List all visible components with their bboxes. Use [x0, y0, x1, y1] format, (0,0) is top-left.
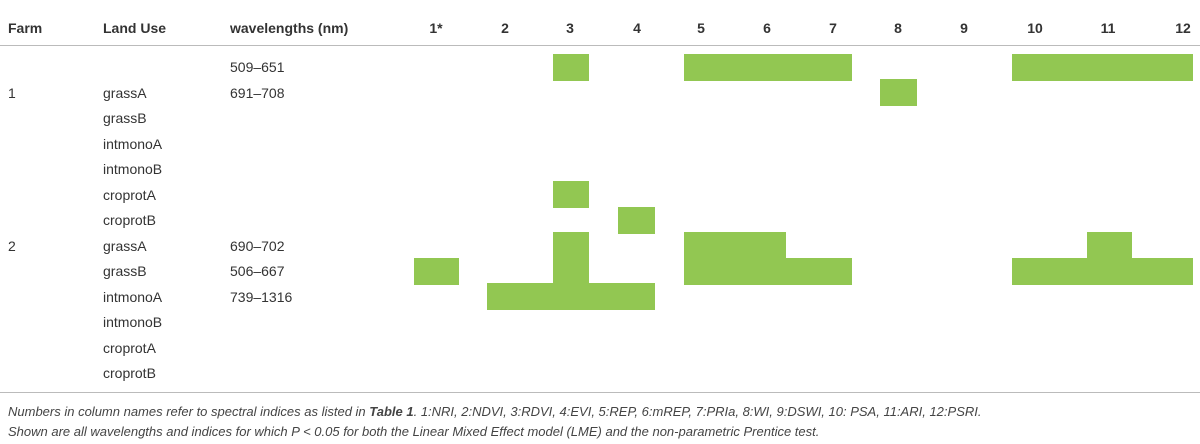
land-use-cell: croprotA: [103, 339, 156, 356]
significance-cell: [1132, 257, 1193, 285]
significance-cell: [786, 53, 852, 81]
wavelengths-cell: 691–708: [230, 84, 285, 101]
bottom-rule: [0, 392, 1200, 393]
land-use-cell: croprotB: [103, 212, 156, 228]
significance-cell: [618, 283, 655, 310]
index-header: 1*: [429, 20, 443, 36]
index-header: 6: [763, 20, 771, 36]
significance-cell: [1087, 232, 1132, 259]
significance-cell: [740, 53, 786, 81]
index-header: 10: [1027, 20, 1043, 36]
header-rule: [0, 45, 1200, 46]
column-header: Farm: [8, 20, 43, 36]
caption-text: . 1:NRI, 2:NDVI, 3:RDVI, 4:EVI, 5:REP, 6…: [413, 404, 982, 419]
index-header: 8: [894, 20, 902, 36]
significance-cell: [553, 232, 589, 259]
significance-cell: [414, 257, 459, 285]
column-header: Land Use: [103, 20, 167, 36]
farm-cell: 2: [8, 237, 16, 254]
significance-cell: [553, 257, 589, 285]
significance-cell: [1087, 53, 1132, 81]
land-use-cell: croprotB: [103, 365, 156, 381]
index-header: 12: [1175, 20, 1191, 36]
index-header: 3: [566, 20, 574, 36]
significance-cell: [618, 206, 655, 234]
index-header: 2: [501, 20, 509, 36]
significance-cell: [553, 181, 589, 208]
farm-cell: 1: [8, 84, 16, 101]
significance-cell: [553, 53, 589, 81]
index-header: 9: [960, 20, 968, 36]
significance-cell: [1012, 53, 1087, 81]
significance-cell: [880, 79, 917, 106]
land-use-cell: grassB: [103, 110, 147, 126]
land-use-cell: grassB: [103, 263, 147, 279]
significance-cell: [553, 283, 618, 310]
land-use-cell: intmonoB: [103, 314, 163, 330]
wavelengths-cell: 690–702: [230, 237, 285, 254]
significance-cell: [1012, 257, 1087, 285]
significance-cell: [1132, 53, 1193, 81]
significance-cell: [487, 283, 553, 310]
land-use-cell: croprotA: [103, 186, 156, 203]
index-header: 4: [633, 20, 641, 36]
significance-cell: [740, 232, 786, 259]
column-header: wavelengths (nm): [230, 20, 349, 36]
land-use-cell: intmonoA: [103, 288, 163, 305]
significance-cell: [684, 53, 740, 81]
significance-cell: [740, 257, 786, 285]
index-header: 7: [829, 20, 837, 36]
index-header: 5: [697, 20, 705, 36]
caption-text: Numbers in column names refer to spectra…: [8, 404, 370, 419]
significance-cell: [684, 232, 740, 259]
significance-cell: [786, 257, 852, 285]
land-use-cell: grassA: [103, 84, 147, 101]
caption-text: Shown are all wavelengths and indices fo…: [8, 424, 820, 439]
land-use-cell: intmonoA: [103, 135, 163, 152]
significance-cell: [1087, 257, 1132, 285]
wavelengths-cell: 509–651: [230, 59, 285, 75]
index-header: 11: [1100, 20, 1116, 36]
caption: Numbers in column names refer to spectra…: [8, 402, 981, 442]
caption-ref: Table 1: [369, 404, 414, 419]
wavelengths-cell: 739–1316: [230, 288, 293, 305]
significance-cell: [684, 257, 740, 285]
land-use-cell: intmonoB: [103, 161, 163, 177]
land-use-cell: grassA: [103, 237, 147, 254]
wavelengths-cell: 506–667: [230, 263, 285, 279]
